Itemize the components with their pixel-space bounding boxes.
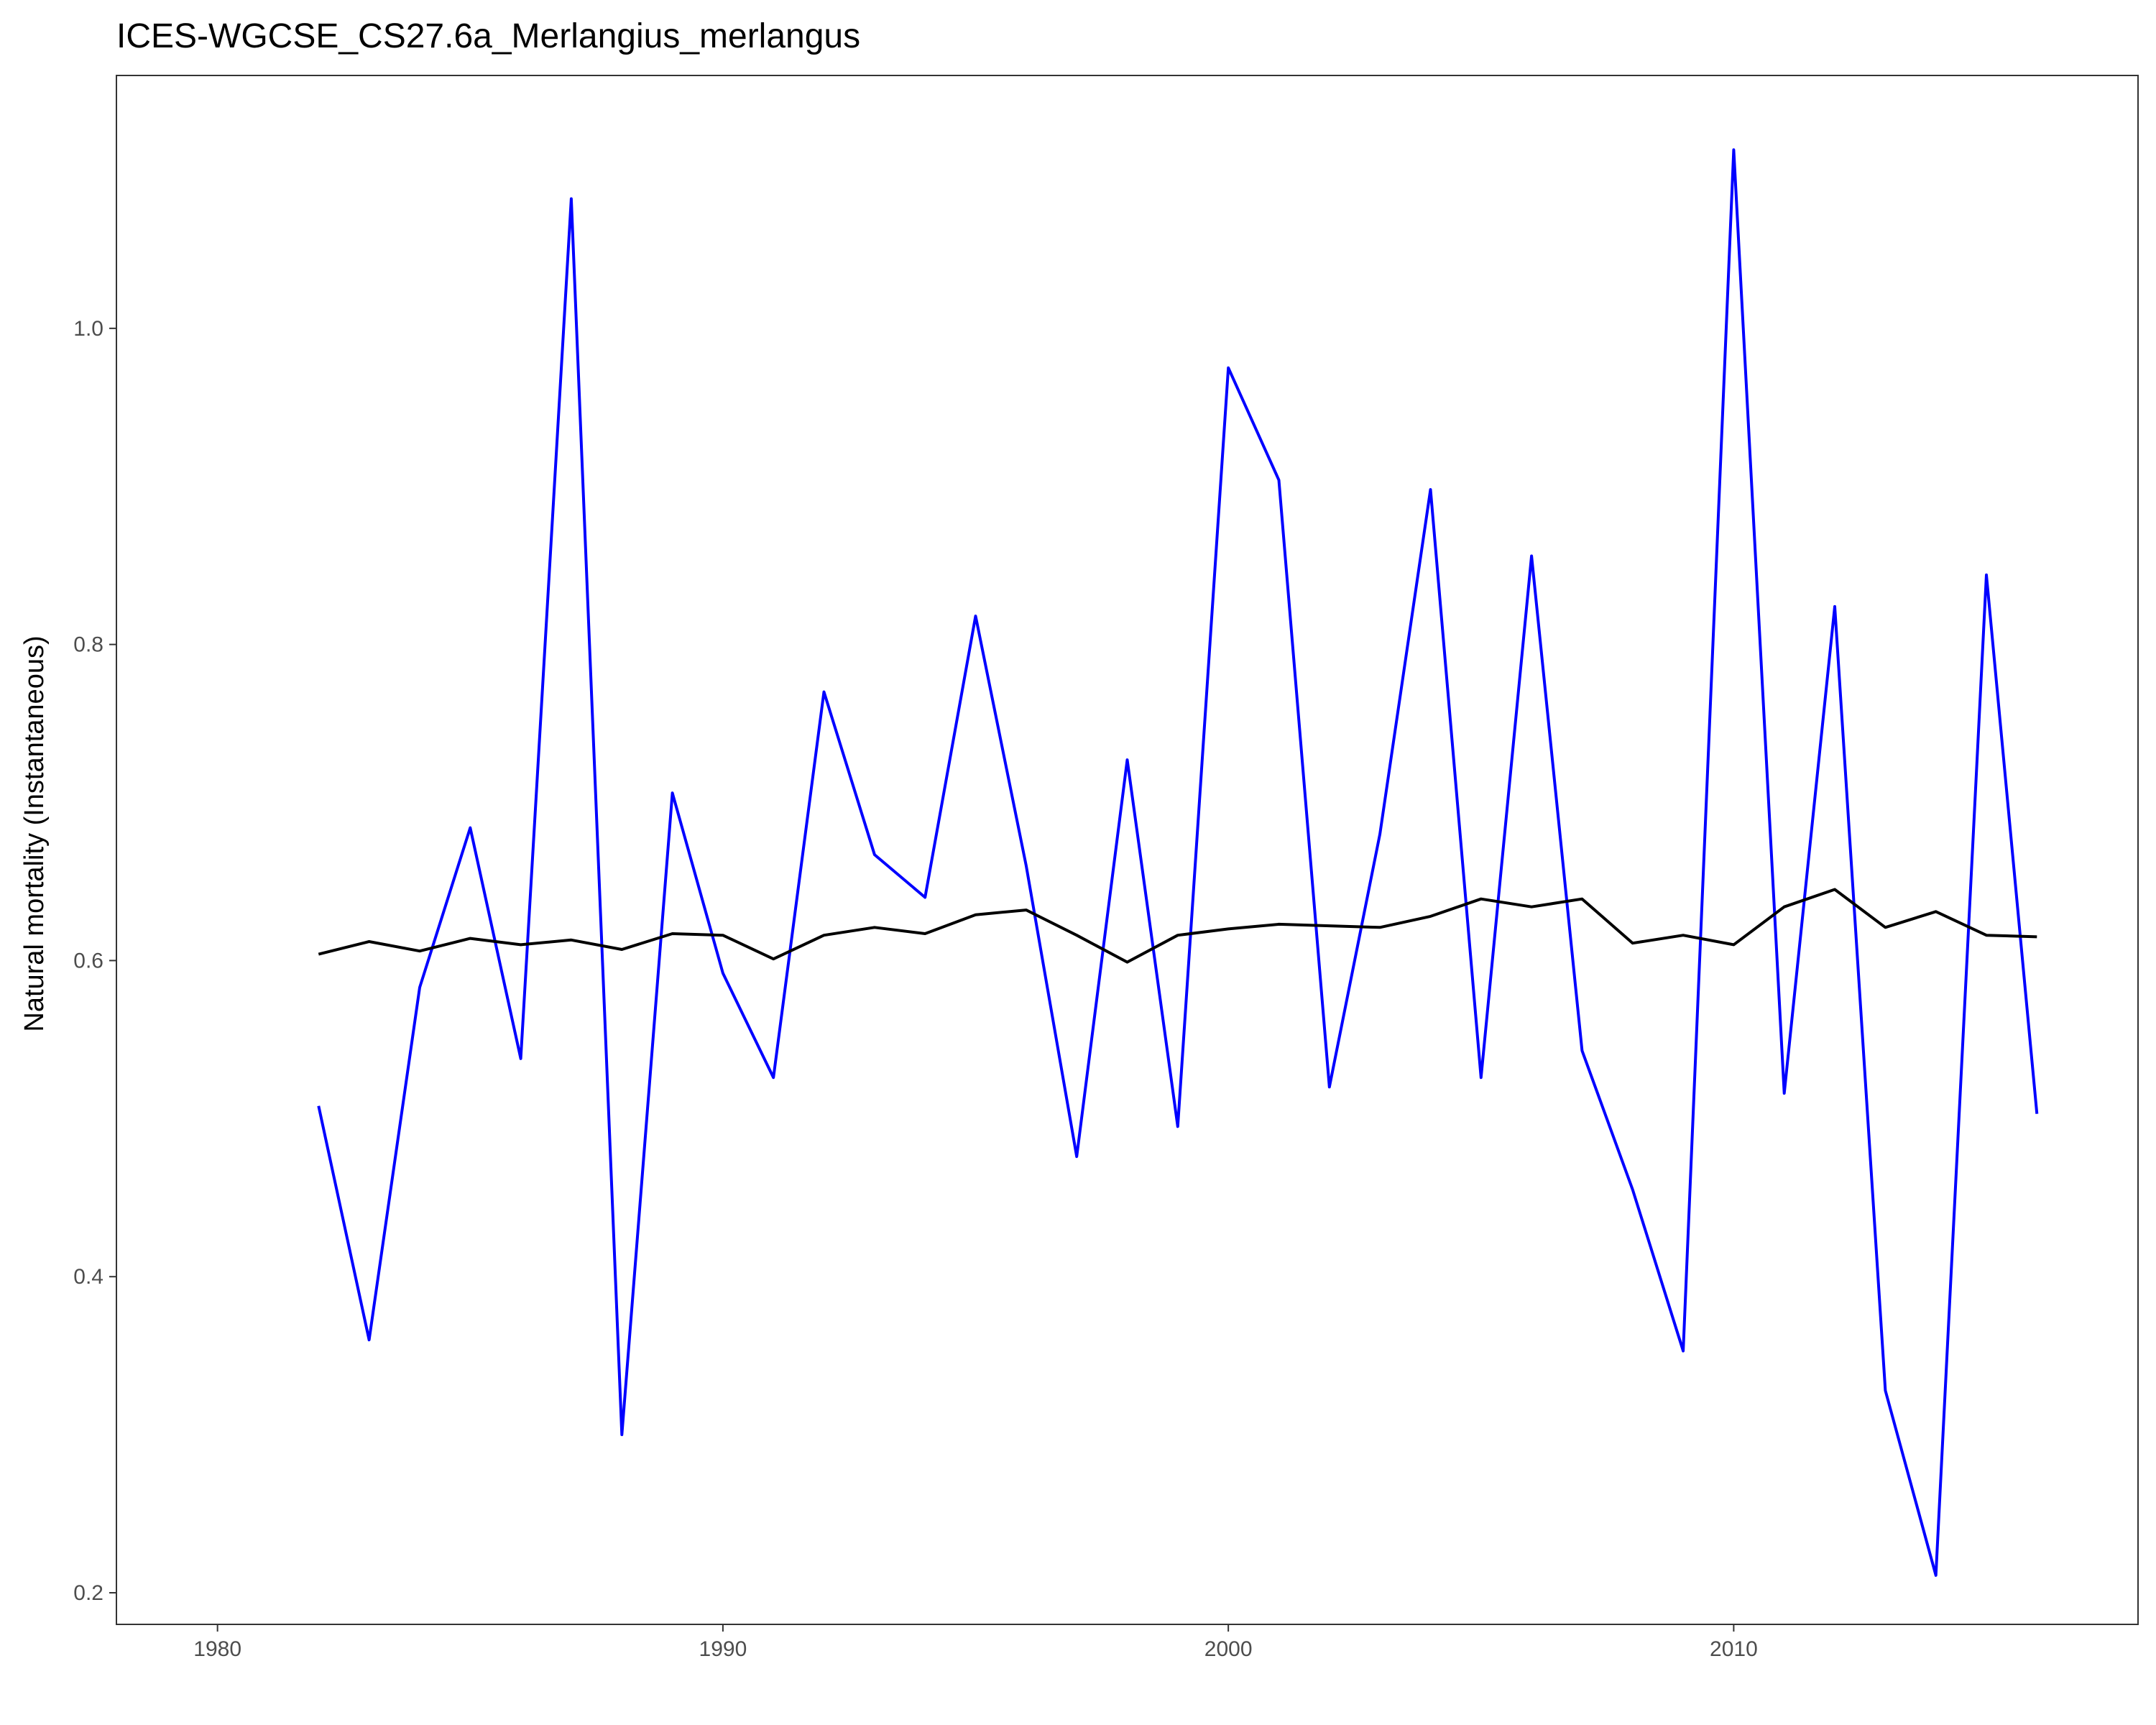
x-tick-label: 2010 <box>1710 1637 1758 1661</box>
y-tick-label: 0.8 <box>73 633 103 657</box>
plot-panel-border <box>116 75 2139 1625</box>
y-axis: 0.2 0.4 0.6 0.8 1.0 <box>73 317 116 1605</box>
y-tick-label: 0.4 <box>73 1265 103 1289</box>
series-line-1 <box>317 148 2039 1577</box>
series-line-2 <box>318 888 2037 964</box>
y-axis-title: Natural mortality (Instantaneous) <box>19 635 50 1031</box>
y-tick-label: 1.0 <box>73 317 103 341</box>
x-axis: 1980 1990 2000 2010 <box>193 1624 1758 1661</box>
x-tick-label: 2000 <box>1204 1637 1253 1661</box>
y-tick-label: 0.6 <box>73 949 103 972</box>
chart-title: ICES-WGCSE_CS27.6a_Merlangius_merlangus <box>116 17 860 55</box>
series-layer <box>317 148 2039 1577</box>
y-tick-label: 0.2 <box>73 1581 103 1605</box>
x-tick-label: 1990 <box>699 1637 747 1661</box>
x-tick-label: 1980 <box>193 1637 241 1661</box>
